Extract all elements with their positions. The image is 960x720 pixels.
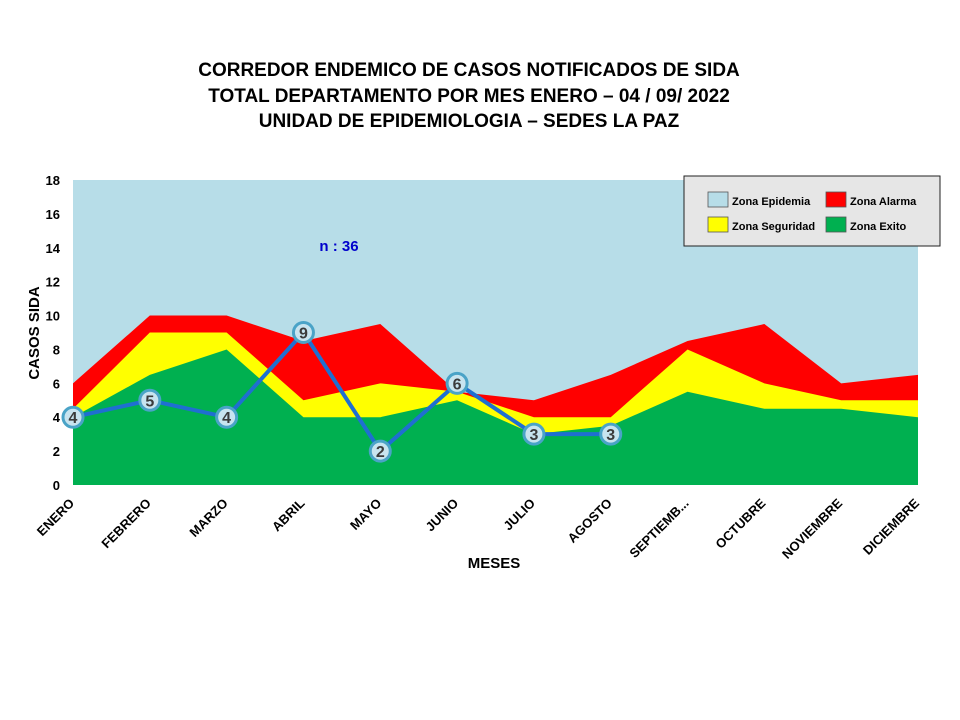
series-points: 4 5 4 9 2 6 3 3 [61, 321, 623, 463]
legend-box [683, 175, 941, 247]
legend-label-zona-epidemia: Zona Epidemia [732, 196, 811, 208]
x-tick-label: JUNIO [423, 496, 462, 535]
data-point-label: 2 [376, 444, 385, 461]
y-tick-label: 18 [46, 173, 60, 188]
y-tick-label: 14 [46, 241, 61, 256]
zone-area-zona-exito [73, 349, 918, 485]
data-point-marker [445, 371, 469, 395]
legend-swatch-zona-alarma [825, 191, 847, 208]
legend-swatch-zona-exito [825, 216, 847, 233]
y-tick-label: 0 [53, 478, 60, 493]
y-tick-label: 10 [46, 309, 60, 324]
chart-title-line-2: TOTAL DEPARTAMENTO POR MES ENERO – 04 / … [208, 86, 730, 107]
y-tick-label: 4 [53, 410, 61, 425]
x-axis-label: MESES [468, 555, 521, 572]
legend-label-zona-seguridad: Zona Seguridad [732, 221, 815, 233]
data-point-marker [368, 439, 392, 463]
x-tick-label: JULIO [500, 496, 538, 534]
chart-title: CORREDOR ENDEMICO DE CASOS NOTIFICADOS D… [198, 60, 740, 132]
legend-label-zona-exito: Zona Exito [850, 221, 907, 233]
x-tick-label: FEBRERO [98, 496, 154, 552]
legend: Zona Epidemia Zona Alarma Zona Seguridad Zo… [683, 175, 941, 247]
data-point-label: 3 [606, 427, 615, 444]
y-tick-label: 12 [46, 275, 60, 290]
x-tick-label: OCTUBRE [712, 495, 768, 551]
data-point-marker [291, 321, 315, 344]
x-tick-label: NOVIEMBRE [779, 495, 846, 562]
x-tick-label: DICIEMBRE [860, 495, 922, 557]
y-tick-label: 8 [53, 342, 60, 357]
x-tick-label: SEPTIEMB... [626, 496, 691, 561]
data-point-label: 5 [145, 393, 154, 410]
y-tick-label: 16 [46, 207, 60, 222]
x-tick-label: MARZO [186, 496, 230, 540]
x-tick-label: AGOSTO [565, 496, 615, 546]
legend-swatch-zona-epidemia [707, 191, 729, 208]
data-point-label: 6 [453, 376, 462, 393]
chart-title-line-3: UNIDAD DE EPIDEMIOLOGIA – SEDES LA PAZ [259, 111, 680, 132]
y-axis-label: CASOS SIDA [26, 286, 43, 380]
data-point-marker [138, 388, 162, 412]
y-axis: 0 2 4 6 8 10 12 14 16 18 [46, 173, 61, 493]
legend-label-zona-alarma: Zona Alarma [850, 196, 917, 208]
data-point-label: 9 [299, 326, 308, 343]
data-point-label: 4 [222, 410, 231, 427]
series-polyline [72, 330, 611, 454]
series-line [72, 330, 611, 454]
data-point-label: 4 [69, 410, 78, 427]
legend-swatch-zona-seguridad [707, 216, 729, 233]
data-point-marker [522, 422, 546, 446]
zone-areas [73, 180, 918, 485]
data-point-marker [599, 422, 623, 446]
x-tick-label: ABRIL [269, 495, 308, 534]
sample-size-annotation: n : 36 [319, 238, 358, 255]
data-point-marker [61, 405, 85, 429]
y-tick-label: 2 [53, 444, 60, 459]
data-point-marker [215, 405, 239, 429]
y-tick-label: 6 [53, 376, 60, 391]
x-tick-label: MAYO [347, 496, 384, 533]
x-tick-label: ENERO [34, 496, 77, 539]
x-axis: ENERO FEBRERO MARZO ABRIL MAYO JUNIO JULIO AGOS… [34, 495, 923, 562]
data-point-label: 3 [529, 427, 538, 444]
chart-title-line-1: CORREDOR ENDEMICO DE CASOS NOTIFICADOS D… [198, 60, 740, 81]
